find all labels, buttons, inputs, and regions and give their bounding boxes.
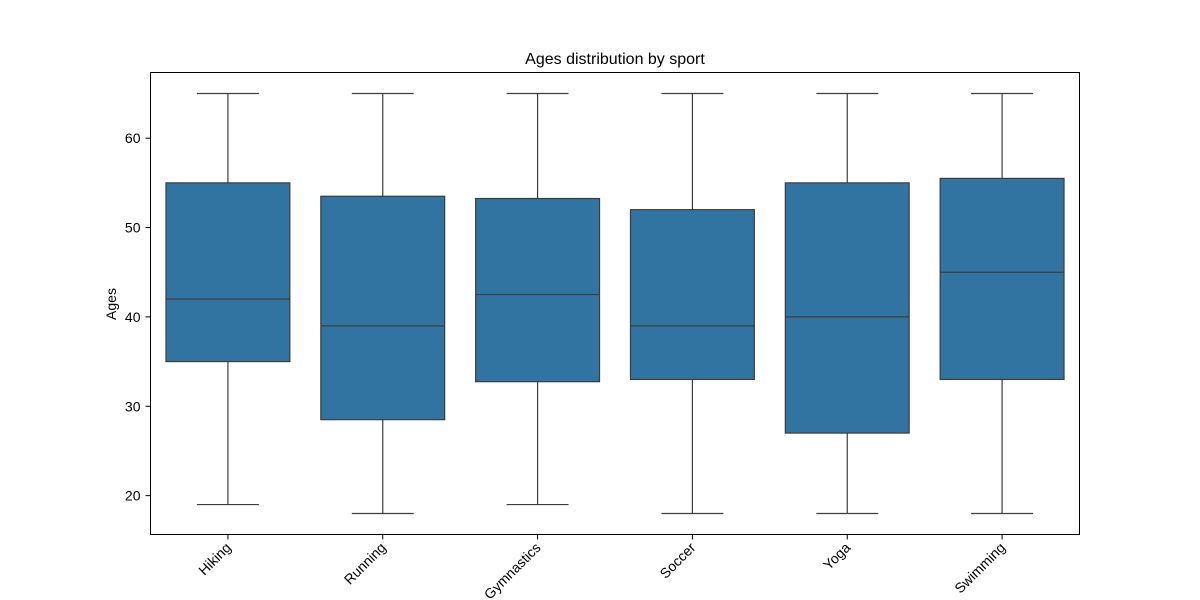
box-yoga bbox=[784, 92, 910, 515]
y-axis-label: Ages bbox=[103, 288, 119, 320]
box-swimming bbox=[939, 92, 1065, 515]
y-axis: 20 30 40 50 60 bbox=[125, 130, 151, 504]
iqr-box bbox=[475, 197, 601, 383]
box-gymnastics bbox=[475, 92, 601, 506]
box-soccer bbox=[629, 92, 755, 515]
chart-title: Ages distribution by sport bbox=[525, 51, 705, 68]
iqr-box bbox=[629, 209, 755, 381]
box-running bbox=[320, 92, 446, 515]
iqr-box bbox=[784, 182, 910, 434]
plot-area bbox=[165, 92, 1065, 515]
plot-frame bbox=[150, 72, 1080, 535]
box-hiking bbox=[165, 92, 291, 506]
iqr-box bbox=[165, 182, 291, 363]
y-tick-label: 40 bbox=[125, 309, 141, 325]
y-tick-label: 60 bbox=[125, 130, 141, 146]
y-tick-label: 20 bbox=[125, 488, 141, 504]
iqr-box bbox=[320, 195, 446, 421]
y-tick-label: 30 bbox=[125, 398, 141, 414]
iqr-box bbox=[939, 177, 1065, 381]
y-tick-label: 50 bbox=[125, 220, 141, 236]
